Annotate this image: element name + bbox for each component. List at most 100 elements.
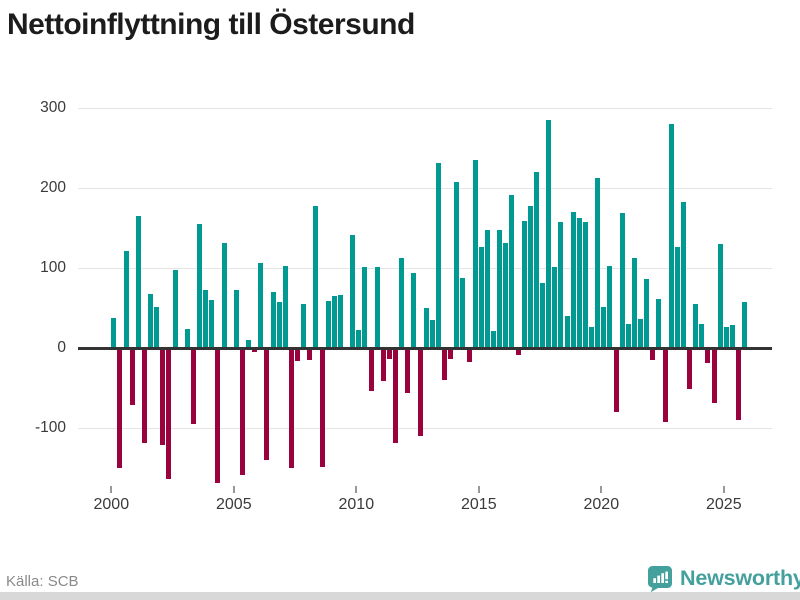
- bar-positive: [521, 220, 527, 349]
- bar-positive: [209, 300, 215, 349]
- bar-positive: [331, 296, 337, 349]
- bar-positive: [729, 325, 735, 349]
- bar-positive: [435, 162, 441, 349]
- bar-positive: [197, 224, 203, 349]
- bar-positive: [154, 307, 160, 349]
- y-axis-label: 100: [40, 259, 66, 277]
- bar-negative: [515, 348, 521, 355]
- bar-positive: [564, 316, 570, 349]
- y-axis-label: 300: [40, 99, 66, 117]
- bar-positive: [270, 292, 276, 349]
- bar-negative: [711, 348, 717, 403]
- x-axis-label: 2000: [93, 496, 130, 513]
- bar-positive: [680, 201, 686, 349]
- bar-positive: [582, 221, 588, 349]
- bar-positive: [619, 212, 625, 349]
- x-axis-tick: [355, 486, 358, 493]
- bar-positive: [601, 307, 607, 349]
- bar-negative: [166, 348, 172, 479]
- bar-positive: [484, 229, 490, 349]
- bar-positive: [527, 205, 533, 349]
- bar-positive: [540, 283, 546, 349]
- bar-positive: [123, 250, 129, 349]
- bar-positive: [184, 329, 190, 349]
- x-axis-label: 2025: [706, 496, 742, 513]
- bar-positive: [301, 304, 307, 349]
- newsworthy-logo: Newsworthy: [647, 565, 800, 592]
- x-axis-label: 2020: [583, 496, 620, 513]
- bar-negative: [442, 348, 448, 380]
- x-axis-tick: [722, 486, 725, 493]
- bar-positive: [246, 340, 252, 349]
- bar-negative: [736, 348, 742, 420]
- newsworthy-wordmark: Newsworthy: [680, 566, 800, 590]
- bar-positive: [607, 265, 613, 349]
- x-axis-label: 2010: [338, 496, 375, 513]
- source-label: Källa: SCB: [6, 573, 79, 590]
- bar-negative: [405, 348, 411, 394]
- gridline: [78, 267, 772, 269]
- bar-positive: [503, 242, 509, 349]
- bar-negative: [264, 348, 270, 460]
- bar-negative: [319, 348, 325, 467]
- gridline: [78, 427, 772, 429]
- bar-negative: [215, 348, 221, 483]
- bar-positive: [589, 326, 595, 349]
- bar-positive: [411, 273, 417, 349]
- bar-negative: [662, 348, 668, 422]
- bottom-strip: [0, 592, 800, 600]
- bar-positive: [172, 269, 178, 349]
- bar-negative: [386, 348, 392, 359]
- bar-positive: [258, 262, 264, 349]
- bar-positive: [644, 278, 650, 349]
- bar-negative: [613, 348, 619, 413]
- bar-negative: [650, 348, 656, 361]
- bar-negative: [466, 348, 472, 362]
- bar-positive: [399, 257, 405, 349]
- chart-title: Nettoinflyttning till Östersund: [7, 8, 415, 41]
- x-axis-label: 2015: [461, 496, 497, 513]
- bar-positive: [693, 304, 699, 349]
- x-axis-tick: [232, 486, 235, 493]
- bar-positive: [668, 124, 674, 349]
- bar-negative: [190, 348, 196, 424]
- bar-positive: [276, 301, 282, 349]
- bar-negative: [687, 348, 693, 390]
- bar-positive: [576, 217, 582, 349]
- bar-positive: [362, 267, 368, 349]
- bar-positive: [656, 298, 662, 349]
- bar-positive: [631, 257, 637, 349]
- bar-negative: [141, 348, 147, 443]
- bar-negative: [393, 348, 399, 443]
- bar-negative: [705, 348, 711, 363]
- bar-negative: [252, 348, 258, 353]
- bar-positive: [221, 242, 227, 349]
- bar-negative: [129, 348, 135, 406]
- bar-positive: [472, 160, 478, 349]
- zero-axis-line: [78, 347, 772, 350]
- bar-positive: [558, 221, 564, 349]
- bar-positive: [460, 277, 466, 349]
- bar-positive: [233, 289, 239, 349]
- bar-positive: [135, 216, 141, 349]
- bar-negative: [380, 348, 386, 382]
- x-axis-tick: [600, 486, 603, 493]
- bar-negative: [295, 348, 301, 362]
- bar-negative: [288, 348, 294, 469]
- bar-positive: [699, 324, 705, 349]
- bar-positive: [533, 172, 539, 349]
- gridline: [78, 107, 772, 109]
- bar-positive: [356, 329, 362, 349]
- bar-positive: [742, 301, 748, 349]
- bar-positive: [674, 246, 680, 349]
- bar-positive: [337, 295, 343, 349]
- x-axis-tick: [477, 486, 480, 493]
- x-axis-tick: [110, 486, 113, 493]
- bar-positive: [478, 246, 484, 349]
- bar-negative: [448, 348, 454, 359]
- bar-positive: [313, 205, 319, 349]
- gridline: [78, 187, 772, 189]
- bar-positive: [111, 317, 117, 349]
- bar-positive: [203, 289, 209, 349]
- bar-negative: [239, 348, 245, 475]
